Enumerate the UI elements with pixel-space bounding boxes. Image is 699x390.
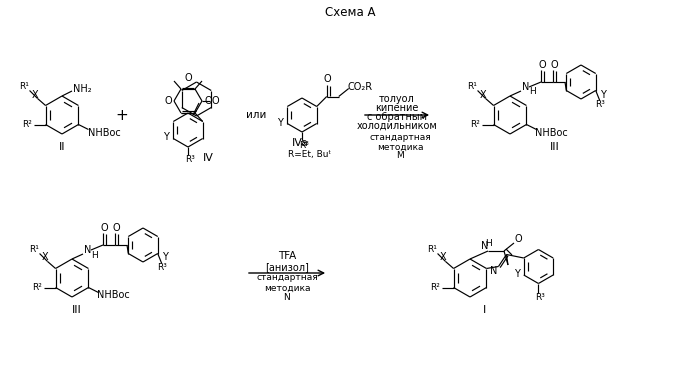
Text: с обратным: с обратным [367, 112, 427, 122]
Text: I: I [484, 305, 487, 315]
Text: Y: Y [514, 269, 519, 279]
Text: O: O [204, 96, 212, 106]
Text: III: III [550, 142, 560, 152]
Text: NHBoc: NHBoc [97, 291, 130, 301]
Text: O: O [538, 60, 546, 70]
Text: [анизол]: [анизол] [265, 262, 309, 272]
Text: H: H [92, 250, 99, 259]
Text: O: O [185, 73, 192, 83]
Text: N: N [482, 241, 489, 251]
Text: X: X [439, 252, 446, 262]
Text: R³: R³ [299, 140, 309, 149]
Text: М: М [396, 151, 404, 161]
Text: O: O [164, 96, 172, 106]
Text: NH₂: NH₂ [73, 84, 92, 94]
Text: или: или [246, 110, 266, 120]
Text: R³: R³ [595, 100, 605, 109]
Text: R¹: R¹ [20, 82, 29, 91]
Text: NHBoc: NHBoc [88, 128, 121, 138]
Text: O: O [550, 60, 558, 70]
Text: O: O [112, 223, 120, 233]
Text: Схема А: Схема А [325, 7, 375, 20]
Text: стандартная: стандартная [256, 273, 318, 282]
Text: R¹: R¹ [29, 245, 39, 254]
Text: Y: Y [278, 117, 283, 128]
Text: NHBoc: NHBoc [535, 128, 568, 138]
Text: CO₂R: CO₂R [347, 82, 373, 92]
Text: O: O [100, 223, 108, 233]
Text: Y: Y [164, 133, 169, 142]
Text: Y: Y [600, 89, 605, 99]
Text: N: N [85, 245, 92, 255]
Text: R³: R³ [185, 156, 195, 165]
Text: методика: методика [264, 284, 310, 292]
Text: R¹: R¹ [428, 245, 438, 254]
Text: N: N [284, 294, 290, 303]
Text: холодильником: холодильником [356, 121, 438, 131]
Text: R²: R² [33, 283, 43, 292]
Text: R=Et, Buᵗ: R=Et, Buᵗ [289, 151, 331, 160]
Text: R²: R² [22, 120, 32, 129]
Text: O: O [211, 96, 219, 106]
Text: H: H [530, 87, 536, 96]
Text: N: N [522, 82, 530, 92]
Text: Y: Y [161, 252, 168, 262]
Text: +: + [115, 108, 129, 122]
Text: стандартная: стандартная [369, 133, 431, 142]
Text: O: O [514, 234, 522, 244]
Text: R³: R³ [157, 263, 166, 272]
Text: R³: R³ [535, 293, 545, 302]
Text: R²: R² [431, 283, 440, 292]
Text: III: III [72, 305, 82, 315]
Text: X: X [480, 89, 486, 99]
Text: H: H [486, 239, 492, 248]
Text: кипение: кипение [375, 103, 419, 113]
Text: X: X [31, 89, 38, 99]
Text: R¹: R¹ [468, 82, 477, 91]
Text: методика: методика [377, 142, 424, 151]
Text: IVa: IVa [291, 138, 308, 148]
Text: R²: R² [470, 120, 480, 129]
Text: IV: IV [203, 153, 213, 163]
Text: толуол: толуол [379, 94, 415, 104]
Text: TFA: TFA [278, 251, 296, 261]
Text: N: N [490, 266, 497, 277]
Text: II: II [59, 142, 65, 152]
Text: O: O [324, 74, 331, 85]
Text: X: X [41, 252, 48, 262]
